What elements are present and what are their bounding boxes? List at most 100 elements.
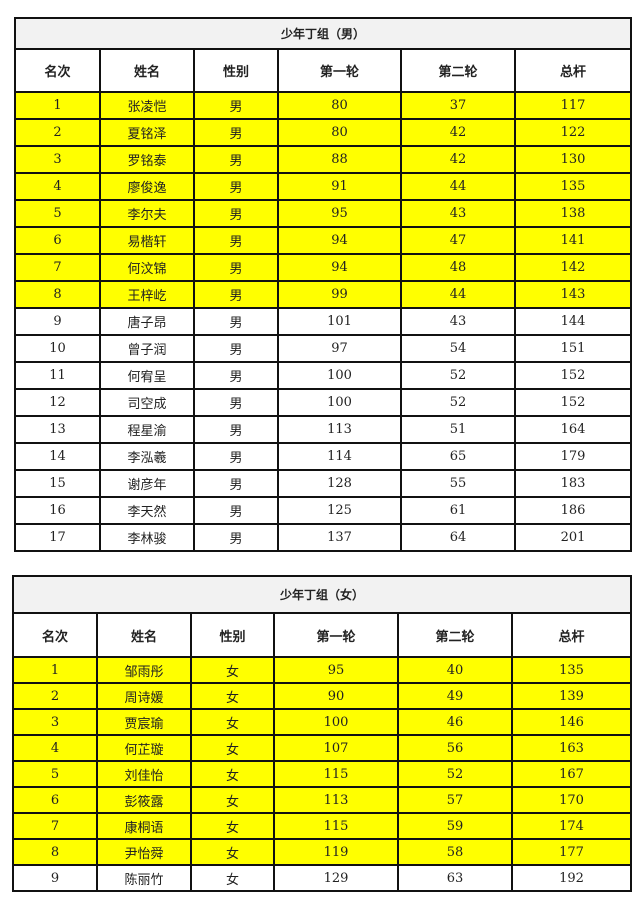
cell-round2: 48 xyxy=(400,253,516,282)
cell-total: 179 xyxy=(513,442,633,471)
cell-round1: 119 xyxy=(273,838,399,866)
cell-name: 康桐语 xyxy=(96,812,192,840)
cell-gender: 男 xyxy=(193,118,279,147)
cell-total: 167 xyxy=(510,760,633,788)
cell-rank: 5 xyxy=(14,199,101,228)
cell-round1: 100 xyxy=(277,388,402,417)
cell-name: 谢彦年 xyxy=(99,469,195,498)
cell-round1: 114 xyxy=(277,442,402,471)
cell-total: 151 xyxy=(513,334,633,363)
table-row: 7 何汶锦男 94 48 142 xyxy=(14,253,633,282)
column-header-gender: 性别 xyxy=(190,612,275,658)
cell-rank: 5 xyxy=(12,760,98,788)
cell-gender: 男 xyxy=(193,280,279,309)
cell-round2: 52 xyxy=(400,361,516,390)
cell-rank: 9 xyxy=(14,307,101,336)
column-header-total: 总杆 xyxy=(513,48,633,93)
cell-round1: 97 xyxy=(277,334,402,363)
cell-rank: 2 xyxy=(14,118,101,147)
cell-gender: 男 xyxy=(193,334,279,363)
cell-rank: 3 xyxy=(12,708,98,736)
cell-round1: 113 xyxy=(277,415,402,444)
cell-name: 李天然 xyxy=(99,496,195,525)
cell-round2: 57 xyxy=(397,786,513,814)
table-row: 17 李林骏男 137 64 201 xyxy=(14,523,633,552)
table-row: 6 彭筱露女 113 57 170 xyxy=(12,786,633,814)
table-row: 11 何宥呈男 100 52 152 xyxy=(14,361,633,390)
cell-total: 138 xyxy=(513,199,633,228)
cell-total: 152 xyxy=(513,388,633,417)
cell-round1: 128 xyxy=(277,469,402,498)
cell-round2: 49 xyxy=(397,682,513,710)
header-row: 名次 姓名 性别 第一轮 第二轮 总杆 xyxy=(14,48,633,93)
cell-total: 201 xyxy=(513,523,633,552)
cell-round2: 56 xyxy=(397,734,513,762)
cell-gender: 男 xyxy=(193,442,279,471)
cell-round2: 55 xyxy=(400,469,516,498)
cell-gender: 男 xyxy=(193,172,279,201)
cell-total: 141 xyxy=(513,226,633,255)
column-header-round2: 第二轮 xyxy=(400,48,516,93)
column-header-rank: 名次 xyxy=(14,48,101,93)
cell-name: 李林骏 xyxy=(99,523,195,552)
cell-total: 146 xyxy=(510,708,633,736)
cell-total: 135 xyxy=(513,172,633,201)
cell-round2: 63 xyxy=(397,864,513,892)
cell-name: 李尔夫 xyxy=(99,199,195,228)
cell-total: 144 xyxy=(513,307,633,336)
cell-rank: 3 xyxy=(14,145,101,174)
column-header-name: 姓名 xyxy=(96,612,192,658)
cell-total: 177 xyxy=(510,838,633,866)
column-header-round1: 第一轮 xyxy=(273,612,399,658)
cell-round1: 88 xyxy=(277,145,402,174)
cell-gender: 男 xyxy=(193,361,279,390)
cell-round2: 42 xyxy=(400,118,516,147)
cell-round2: 52 xyxy=(397,760,513,788)
column-header-name: 姓名 xyxy=(99,48,195,93)
cell-round1: 100 xyxy=(277,361,402,390)
cell-name: 邹雨彤 xyxy=(96,656,192,684)
cell-gender: 男 xyxy=(193,307,279,336)
cell-round1: 95 xyxy=(273,656,399,684)
cell-gender: 男 xyxy=(193,469,279,498)
table-row: 10 曾子润男 97 54 151 xyxy=(14,334,633,363)
cell-name: 司空成 xyxy=(99,388,195,417)
cell-rank: 10 xyxy=(14,334,101,363)
cell-gender: 女 xyxy=(190,812,275,840)
cell-round1: 115 xyxy=(273,812,399,840)
table-title: 少年丁组（女） xyxy=(11,575,633,614)
table-row: 7 康桐语女 115 59 174 xyxy=(12,812,633,840)
cell-gender: 女 xyxy=(190,760,275,788)
cell-gender: 女 xyxy=(190,656,275,684)
cell-round2: 44 xyxy=(400,280,516,309)
cell-rank: 7 xyxy=(12,812,98,840)
cell-rank: 8 xyxy=(14,280,101,309)
cell-rank: 8 xyxy=(12,838,98,866)
cell-round2: 42 xyxy=(400,145,516,174)
cell-rank: 2 xyxy=(12,682,98,710)
cell-total: 142 xyxy=(513,253,633,282)
cell-round1: 95 xyxy=(277,199,402,228)
cell-name: 易楷轩 xyxy=(99,226,195,255)
cell-name: 廖俊逸 xyxy=(99,172,195,201)
cell-round1: 107 xyxy=(273,734,399,762)
cell-total: 186 xyxy=(513,496,633,525)
cell-total: 163 xyxy=(510,734,633,762)
cell-round2: 44 xyxy=(400,172,516,201)
cell-name: 李泓羲 xyxy=(99,442,195,471)
cell-name: 夏铭泽 xyxy=(99,118,195,147)
cell-total: 135 xyxy=(510,656,633,684)
cell-round1: 91 xyxy=(277,172,402,201)
cell-name: 尹怡舜 xyxy=(96,838,192,866)
table-row: 3 罗铭泰男 88 42 130 xyxy=(14,145,633,174)
boys-results-table: 少年丁组（男） 名次 姓名 性别 第一轮 第二轮 总杆 1 张凌恺男 80 37 117 2 夏铭泽男… xyxy=(13,17,633,552)
cell-gender: 男 xyxy=(193,496,279,525)
table-row: 4 何芷璇女 107 56 163 xyxy=(12,734,633,762)
cell-rank: 9 xyxy=(12,864,98,892)
cell-gender: 男 xyxy=(193,145,279,174)
cell-gender: 女 xyxy=(190,786,275,814)
cell-rank: 17 xyxy=(14,523,101,552)
cell-round1: 99 xyxy=(277,280,402,309)
cell-round2: 59 xyxy=(397,812,513,840)
cell-round1: 101 xyxy=(277,307,402,336)
